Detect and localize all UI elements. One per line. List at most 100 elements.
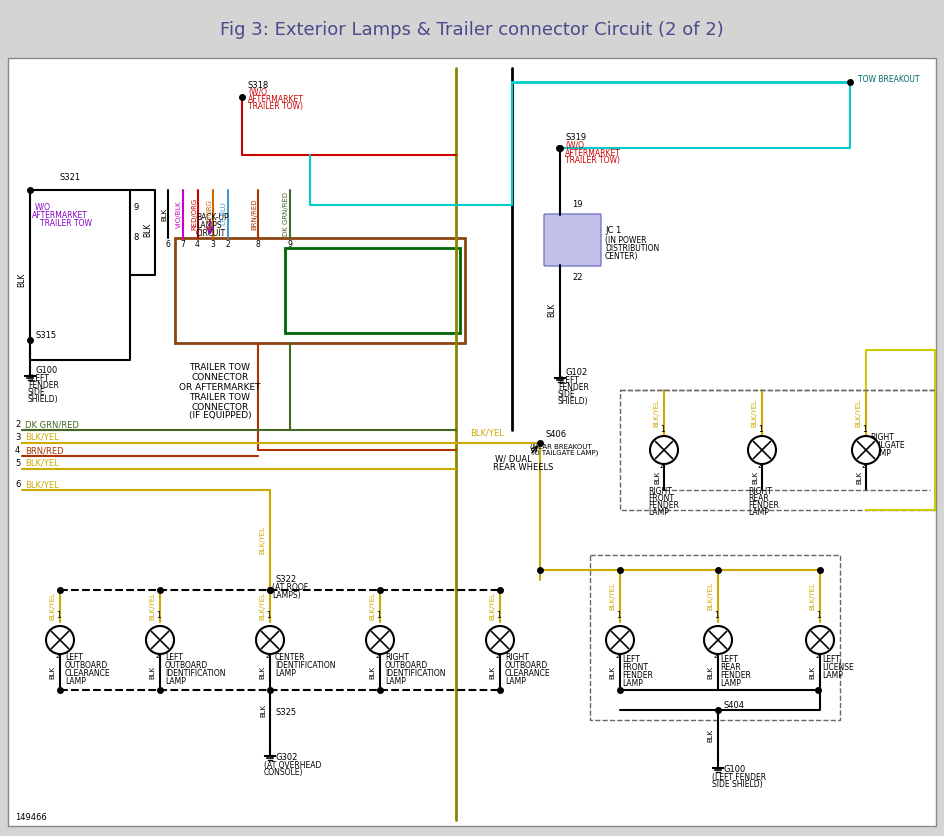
Text: OUTBOARD: OUTBOARD <box>165 661 209 670</box>
Text: JC 1: JC 1 <box>605 226 621 235</box>
Text: BLK/ORG: BLK/ORG <box>206 198 212 230</box>
Text: BLK: BLK <box>259 665 265 679</box>
Text: IDENTIFICATION: IDENTIFICATION <box>385 669 446 678</box>
Text: (NEAR BREAKOUT: (NEAR BREAKOUT <box>530 443 592 450</box>
Text: 1: 1 <box>616 611 621 620</box>
Text: W/ DUAL: W/ DUAL <box>495 455 531 464</box>
Text: FENDER: FENDER <box>648 501 679 510</box>
Text: S325: S325 <box>275 708 296 717</box>
Text: BLK: BLK <box>49 665 55 679</box>
Text: G302: G302 <box>276 753 298 762</box>
Text: FENDER: FENDER <box>622 671 653 680</box>
Text: BLK: BLK <box>489 665 495 679</box>
Text: 2: 2 <box>156 651 160 660</box>
Text: RIGHT: RIGHT <box>870 433 894 442</box>
Text: BLK/YEL: BLK/YEL <box>259 526 265 554</box>
Circle shape <box>146 626 174 654</box>
Text: 9: 9 <box>133 203 138 212</box>
Text: S319: S319 <box>565 133 586 142</box>
Text: TRAILER TOW: TRAILER TOW <box>190 363 250 372</box>
Text: BLK/YEL: BLK/YEL <box>609 582 615 610</box>
Text: 2: 2 <box>376 651 380 660</box>
Text: VIO/BLK: VIO/BLK <box>176 200 182 228</box>
Text: BLK/YEL: BLK/YEL <box>470 429 504 438</box>
Text: OUTBOARD: OUTBOARD <box>65 661 109 670</box>
Text: TOW BREAKOUT: TOW BREAKOUT <box>858 75 919 84</box>
Text: 1: 1 <box>156 611 160 620</box>
Text: BLK: BLK <box>260 703 266 716</box>
Text: BRN/RED: BRN/RED <box>25 446 63 455</box>
Text: TRAILER TOW): TRAILER TOW) <box>248 102 303 111</box>
Text: (W/O: (W/O <box>248 88 267 97</box>
Text: 1: 1 <box>266 611 271 620</box>
Text: BLK/YEL: BLK/YEL <box>855 399 861 427</box>
Text: (IN POWER: (IN POWER <box>605 236 647 245</box>
Text: 4: 4 <box>195 240 200 249</box>
Text: BLK: BLK <box>856 471 862 483</box>
Text: LAMP: LAMP <box>385 677 406 686</box>
Text: CENTER): CENTER) <box>605 252 638 261</box>
Circle shape <box>650 436 678 464</box>
Text: SHIELD): SHIELD) <box>28 395 59 404</box>
Text: 1: 1 <box>758 425 763 434</box>
Text: 8: 8 <box>255 240 260 249</box>
Text: TRAILER TOW: TRAILER TOW <box>40 219 92 228</box>
Text: G100: G100 <box>36 366 59 375</box>
Text: G102: G102 <box>566 368 588 377</box>
Text: 4: 4 <box>15 446 20 455</box>
Text: BLK/YEL: BLK/YEL <box>49 592 55 620</box>
Text: LAMP: LAMP <box>870 449 891 458</box>
Text: BLK: BLK <box>143 223 153 237</box>
Text: 19: 19 <box>572 200 582 209</box>
Text: RIGHT: RIGHT <box>385 653 409 662</box>
Text: (LEFT: (LEFT <box>28 374 49 383</box>
Text: 2: 2 <box>660 461 665 470</box>
Text: LAMP: LAMP <box>622 679 643 688</box>
Text: BLK/YEL: BLK/YEL <box>369 592 375 620</box>
Text: LEFT: LEFT <box>65 653 83 662</box>
Bar <box>285 248 460 333</box>
Bar <box>620 390 935 510</box>
Text: (W/O: (W/O <box>565 141 584 150</box>
Text: BLK: BLK <box>707 665 713 679</box>
Text: CENTER: CENTER <box>275 653 306 662</box>
Text: Fig 3: Exterior Lamps & Trailer connector Circuit (2 of 2): Fig 3: Exterior Lamps & Trailer connecto… <box>220 21 724 39</box>
Text: SIDE: SIDE <box>558 390 576 399</box>
Text: 2: 2 <box>616 651 621 660</box>
Circle shape <box>256 626 284 654</box>
Text: BLK/YEL: BLK/YEL <box>751 399 757 427</box>
Text: 3: 3 <box>210 240 215 249</box>
Text: 2: 2 <box>758 461 763 470</box>
Text: (LEFT: (LEFT <box>558 376 579 385</box>
Text: LICENSE: LICENSE <box>822 663 853 672</box>
Text: BLK: BLK <box>752 471 758 483</box>
Text: OUTBOARD: OUTBOARD <box>505 661 548 670</box>
Text: 2: 2 <box>496 651 500 660</box>
Text: BLK: BLK <box>18 273 26 288</box>
Text: S315: S315 <box>36 331 58 340</box>
Text: 1: 1 <box>496 611 500 620</box>
Text: BRN/RED: BRN/RED <box>251 198 257 230</box>
Text: BLK/YEL: BLK/YEL <box>149 592 155 620</box>
Circle shape <box>606 626 634 654</box>
Text: AFTERMARKET: AFTERMARKET <box>32 211 88 220</box>
Text: CONNECTOR: CONNECTOR <box>192 403 248 412</box>
Text: 2: 2 <box>862 461 867 470</box>
Text: RIGHT: RIGHT <box>648 487 672 496</box>
Text: RIGHT: RIGHT <box>748 487 772 496</box>
Text: LEFT: LEFT <box>165 653 183 662</box>
Text: 1: 1 <box>816 611 820 620</box>
Text: 22: 22 <box>572 273 582 282</box>
FancyBboxPatch shape <box>544 214 601 266</box>
Text: (AT ROOF: (AT ROOF <box>272 583 308 592</box>
Text: AFTERMARKET: AFTERMARKET <box>248 95 304 104</box>
Circle shape <box>704 626 732 654</box>
Text: 6: 6 <box>165 240 170 249</box>
Text: LAMP: LAMP <box>720 679 741 688</box>
Text: 2: 2 <box>816 651 820 660</box>
Text: CLEARANCE: CLEARANCE <box>505 669 550 678</box>
Text: DISTRIBUTION: DISTRIBUTION <box>605 244 659 253</box>
Bar <box>175 238 465 343</box>
Text: DK GRN/RED: DK GRN/RED <box>25 420 79 429</box>
Text: CLEARANCE: CLEARANCE <box>65 669 110 678</box>
